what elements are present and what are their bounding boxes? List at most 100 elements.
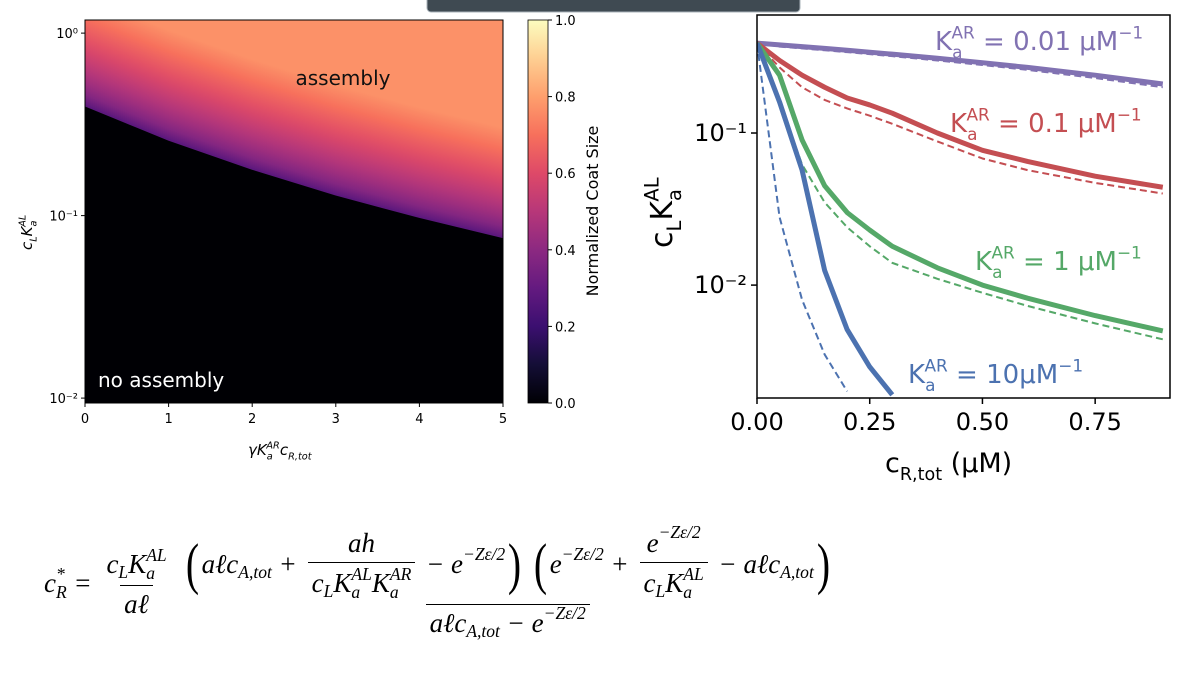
text-part: AL	[641, 177, 664, 201]
plot-frame	[756, 14, 1171, 399]
superscript: AL	[683, 564, 704, 584]
phase-boundary	[84, 105, 504, 239]
assembly-region	[483, 20, 486, 233]
assembly-region	[391, 20, 394, 210]
assembly-region	[461, 20, 464, 228]
assembly-region	[475, 20, 478, 231]
x-tick-label: 4	[415, 412, 423, 427]
assembly-region	[491, 20, 494, 235]
assembly-region	[177, 20, 180, 144]
math-text: (	[533, 533, 547, 597]
series-line	[757, 42, 849, 392]
denominator: c L K AL a	[639, 562, 708, 601]
superscript: AL	[351, 564, 372, 584]
assembly-region	[325, 20, 328, 192]
assembly-region	[261, 20, 264, 173]
math-text: − e	[419, 549, 464, 580]
assembly-region	[457, 20, 460, 227]
math-text: K	[665, 568, 684, 599]
assembly-region	[375, 20, 378, 206]
assembly-region	[431, 20, 434, 221]
assembly-region	[329, 20, 332, 194]
assembly-region	[275, 20, 278, 177]
text-part: AR	[952, 22, 976, 42]
series-line	[757, 41, 1164, 334]
assembly-region	[167, 20, 170, 140]
assembly-region	[309, 20, 312, 187]
text-part: K	[908, 360, 926, 390]
y-tick-label: 10⁻¹	[694, 119, 747, 147]
math-text: c	[106, 549, 119, 580]
assembly-region	[463, 20, 466, 228]
text-part: K	[975, 247, 993, 277]
assembly-region	[355, 20, 358, 201]
assembly-region	[471, 20, 474, 230]
subscript: a	[351, 581, 361, 602]
series-line	[757, 42, 895, 397]
text-part: a	[267, 452, 273, 463]
superscript: −Zε/2	[543, 602, 586, 623]
assembly-region	[103, 20, 106, 114]
text-part: R,tot	[900, 465, 942, 485]
assembly-region	[185, 20, 188, 146]
x-tick-label: 1	[164, 412, 172, 427]
assembly-region	[151, 20, 154, 134]
assembly-region	[97, 20, 100, 112]
assembly-region	[357, 20, 360, 201]
assembly-region	[345, 20, 348, 198]
text-part: R,tot	[288, 452, 313, 463]
assembly-region	[183, 20, 186, 146]
x-axis-label: cR,tot (μM)	[885, 448, 1012, 485]
assembly-region	[465, 20, 468, 229]
assembly-region	[495, 20, 498, 236]
assembly-region	[365, 20, 368, 203]
assembly-region	[323, 20, 326, 192]
text-part: a	[952, 42, 962, 62]
assembly-region	[265, 20, 268, 174]
sub-sup: AL a	[146, 545, 167, 582]
colorbar-tick-label: 0.6	[555, 167, 576, 182]
assembly-region	[211, 20, 214, 156]
text-part: −1	[1117, 104, 1142, 124]
superscript: AL	[146, 545, 167, 565]
assembly-region	[341, 20, 344, 197]
annotation: no assembly	[98, 368, 224, 392]
assembly-region	[233, 20, 236, 163]
series-line	[757, 42, 1164, 341]
assembly-region	[105, 20, 108, 115]
assembly-region	[229, 20, 232, 162]
math-text: (	[185, 533, 199, 597]
assembly-region	[335, 20, 338, 195]
assembly-region	[213, 20, 216, 156]
assembly-region	[133, 20, 136, 126]
assembly-region	[487, 20, 490, 234]
sub-sup: AL a	[351, 564, 372, 602]
math-text: aℓc	[429, 608, 467, 639]
assembly-region	[307, 20, 310, 187]
assembly-region	[349, 20, 352, 199]
assembly-region	[155, 20, 158, 135]
assembly-region	[291, 20, 294, 182]
assembly-region	[95, 20, 98, 111]
assembly-region	[455, 20, 458, 227]
subscript: L	[655, 580, 666, 601]
text-part: L	[663, 221, 686, 232]
assembly-region	[401, 20, 404, 213]
assembly-region	[389, 20, 392, 210]
assembly-region	[295, 20, 298, 183]
denominator: c L K AL a K AR a	[307, 562, 416, 602]
sub-sup: * R	[56, 565, 67, 601]
y-axis-label: cLKaAL	[641, 177, 687, 248]
assembly-region	[313, 20, 316, 189]
assembly-region	[367, 20, 370, 204]
text-part: = 1 μM	[1015, 247, 1117, 277]
text-part: AR	[967, 104, 991, 124]
assembly-region	[207, 20, 210, 154]
assembly-region	[469, 20, 472, 230]
assembly-region	[181, 20, 184, 145]
colorbar-tick-label: 0.8	[555, 91, 576, 106]
assembly-region	[439, 20, 442, 223]
assembly-region	[441, 20, 444, 223]
assembly-region	[343, 20, 346, 198]
